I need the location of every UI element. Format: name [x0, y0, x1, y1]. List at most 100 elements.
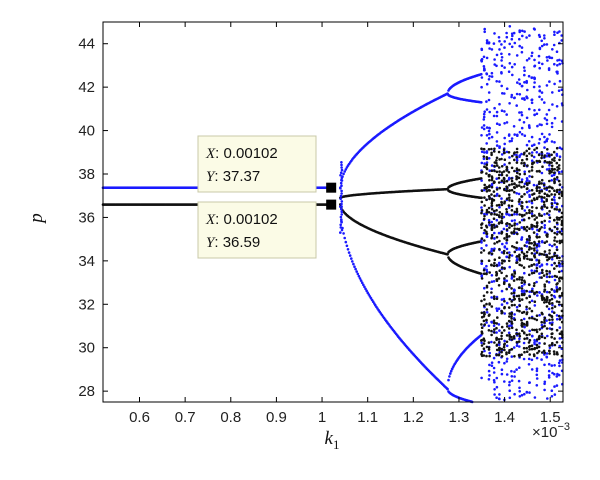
data-point-black	[558, 318, 562, 321]
data-point-black	[528, 338, 532, 342]
data-point-black	[550, 328, 553, 331]
data-point-blue	[508, 251, 511, 254]
data-point-black	[533, 346, 537, 350]
data-point-black	[540, 214, 543, 217]
data-point-black	[543, 298, 547, 302]
data-point-blue	[553, 385, 556, 388]
data-point-blue	[513, 212, 516, 216]
data-point-black	[507, 259, 511, 263]
data-point-blue	[550, 179, 553, 182]
data-point-black	[535, 346, 539, 350]
data-point-blue	[516, 133, 519, 137]
data-point-black	[550, 288, 553, 291]
data-point-black	[543, 196, 546, 199]
data-point-blue	[540, 240, 544, 243]
data-point-blue	[507, 178, 511, 181]
data-point-black	[500, 347, 504, 351]
data-point-blue	[520, 236, 524, 239]
data-point-black	[485, 230, 488, 234]
data-point-blue	[482, 115, 486, 119]
data-point-black	[482, 272, 486, 276]
data-point-blue	[488, 363, 491, 367]
data-point-blue	[545, 84, 549, 87]
data-point-blue	[520, 84, 524, 88]
data-point-black	[497, 284, 501, 287]
data-point-blue	[483, 188, 486, 192]
data-point-black	[551, 318, 554, 321]
data-point-blue	[505, 35, 509, 39]
data-point-blue	[340, 213, 344, 216]
y-tick-label: 32	[78, 296, 95, 313]
data-point-black	[500, 179, 504, 182]
data-point-black	[510, 287, 513, 290]
data-point-blue	[339, 231, 342, 234]
data-point-black	[543, 290, 546, 293]
data-point-black	[482, 249, 486, 252]
data-tip-lower[interactable]: X: 0.00102 Y: 36.59	[197, 199, 337, 259]
data-point-black	[557, 261, 561, 265]
data-point-black	[548, 162, 551, 165]
data-point-blue	[498, 102, 501, 106]
data-point-black	[520, 251, 524, 254]
data-point-blue	[557, 170, 561, 174]
data-point-black	[522, 323, 526, 326]
data-point-black	[490, 263, 493, 267]
data-point-blue	[490, 296, 493, 299]
data-point-black	[525, 312, 528, 316]
data-point-blue	[547, 213, 551, 217]
data-point-black	[515, 328, 518, 332]
data-point-black	[525, 289, 528, 293]
data-point-black	[498, 269, 502, 273]
data-point-black	[490, 169, 494, 172]
data-tip-lower-y-value: 36.59	[223, 234, 261, 251]
data-point-blue	[502, 215, 506, 219]
data-point-blue	[553, 198, 556, 202]
data-point-blue	[528, 195, 531, 198]
data-point-black	[520, 287, 524, 290]
data-point-blue	[530, 368, 534, 371]
data-point-blue	[497, 36, 501, 39]
data-point-blue	[507, 134, 511, 137]
data-point-black	[503, 277, 506, 280]
data-tip-upper[interactable]: X: 0.00102 Y: 37.37	[197, 135, 337, 193]
data-point-blue	[515, 104, 518, 107]
data-point-black	[507, 306, 511, 309]
data-point-black	[540, 196, 544, 199]
data-point-black	[508, 199, 511, 202]
data-point-black	[528, 307, 531, 310]
data-point-black	[518, 181, 521, 184]
data-point-black	[545, 295, 549, 299]
data-point-blue	[515, 92, 519, 96]
data-point-black	[556, 282, 559, 285]
data-tip-lower-y-key: Y	[206, 235, 216, 251]
data-point-blue	[522, 317, 526, 321]
data-point-blue	[525, 308, 528, 311]
data-point-blue	[537, 244, 541, 248]
data-tip-lower-marker[interactable]	[326, 199, 337, 210]
data-point-blue	[520, 178, 524, 181]
data-point-black	[518, 168, 521, 172]
data-point-blue	[490, 220, 494, 224]
data-point-blue	[522, 289, 526, 293]
data-point-black	[485, 187, 488, 190]
data-point-black	[520, 204, 523, 208]
data-point-black	[548, 209, 551, 213]
data-point-black	[508, 283, 511, 286]
data-point-blue	[515, 213, 519, 216]
data-point-black	[535, 251, 539, 254]
data-point-blue	[488, 132, 491, 136]
data-point-black	[498, 256, 501, 260]
data-point-black	[521, 329, 524, 333]
data-point-black	[545, 240, 549, 243]
data-point-black	[533, 240, 536, 244]
x-tick-label: 1.1	[357, 409, 378, 426]
data-point-blue	[352, 262, 355, 266]
data-tip-upper-marker[interactable]	[326, 182, 337, 193]
data-point-black	[503, 281, 506, 284]
data-point-blue	[560, 269, 564, 273]
data-point-black	[550, 297, 554, 301]
data-point-black	[525, 211, 528, 215]
data-point-black	[508, 297, 512, 301]
data-point-blue	[533, 341, 536, 344]
data-point-blue	[540, 200, 544, 203]
